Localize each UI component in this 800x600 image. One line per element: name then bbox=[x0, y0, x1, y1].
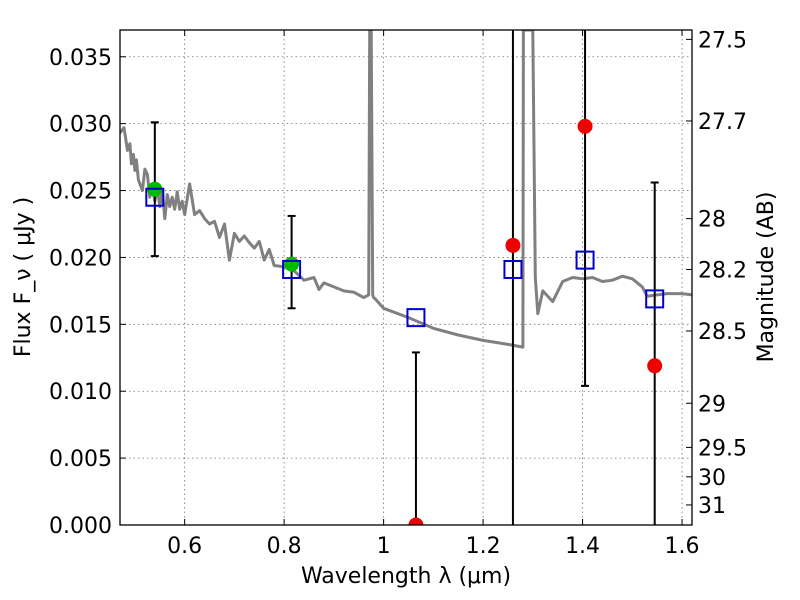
y-tick-label: 0.020 bbox=[49, 246, 112, 271]
model-flux-square bbox=[503, 259, 523, 279]
model-flux-square bbox=[145, 187, 165, 207]
x-tick-label: 1.2 bbox=[466, 534, 501, 559]
right-tick-label: 29 bbox=[698, 392, 726, 417]
y-tick-label: 0.030 bbox=[49, 113, 112, 138]
right-tick-label: 28.2 bbox=[698, 258, 747, 283]
right-tick-label: 28.5 bbox=[698, 320, 747, 345]
right-tick-label: 30 bbox=[698, 466, 726, 491]
x-tick-label: 0.8 bbox=[267, 534, 302, 559]
plot-area bbox=[120, 30, 692, 525]
observed-flux-point bbox=[284, 256, 300, 272]
x-axis-label: Wavelength λ (μm) bbox=[301, 564, 511, 589]
observed-flux-point bbox=[408, 517, 424, 525]
x-tick-label: 1.6 bbox=[665, 534, 700, 559]
right-tick-label: 28 bbox=[698, 208, 726, 233]
axes: 0.6 0.8 1 1.2 1.4 1.6 0.000 0.005 0.010 0.015 0.02… bbox=[49, 28, 747, 559]
right-tick-label: 27.5 bbox=[698, 28, 747, 53]
right-tick-label: 29.5 bbox=[698, 436, 747, 461]
right-axis-label: Magnitude (AB) bbox=[754, 192, 779, 363]
right-tick-label: 27.7 bbox=[698, 110, 747, 135]
x-tick-label: 1.4 bbox=[565, 534, 600, 559]
x-tick-label: 1 bbox=[377, 534, 391, 559]
error-bar bbox=[650, 181, 659, 525]
error-bar bbox=[581, 30, 590, 387]
right-tick-label: 31 bbox=[698, 494, 726, 519]
x-tick-label: 0.6 bbox=[167, 534, 202, 559]
observed-flux-point bbox=[647, 358, 663, 374]
y-axis-label: Flux F_ν ( μJy ) bbox=[11, 197, 36, 357]
y-tick-label: 0.015 bbox=[49, 313, 112, 338]
y-tick-label: 0.025 bbox=[49, 180, 112, 205]
y-tick-label: 0.000 bbox=[49, 514, 112, 539]
model-spectrum-line bbox=[120, 30, 692, 349]
y-tick-label: 0.035 bbox=[49, 46, 112, 71]
observed-flux-point bbox=[505, 237, 521, 253]
error-bar bbox=[411, 351, 420, 525]
observed-flux-point bbox=[577, 118, 593, 134]
model-flux-square bbox=[282, 259, 302, 279]
plot-frame bbox=[119, 29, 693, 526]
y-tick-label: 0.005 bbox=[49, 447, 112, 472]
model-flux-square bbox=[645, 289, 665, 309]
grid bbox=[120, 30, 692, 525]
model-flux-square bbox=[575, 250, 595, 270]
y-tick-label: 0.010 bbox=[49, 380, 112, 405]
model-flux-square bbox=[406, 308, 426, 328]
